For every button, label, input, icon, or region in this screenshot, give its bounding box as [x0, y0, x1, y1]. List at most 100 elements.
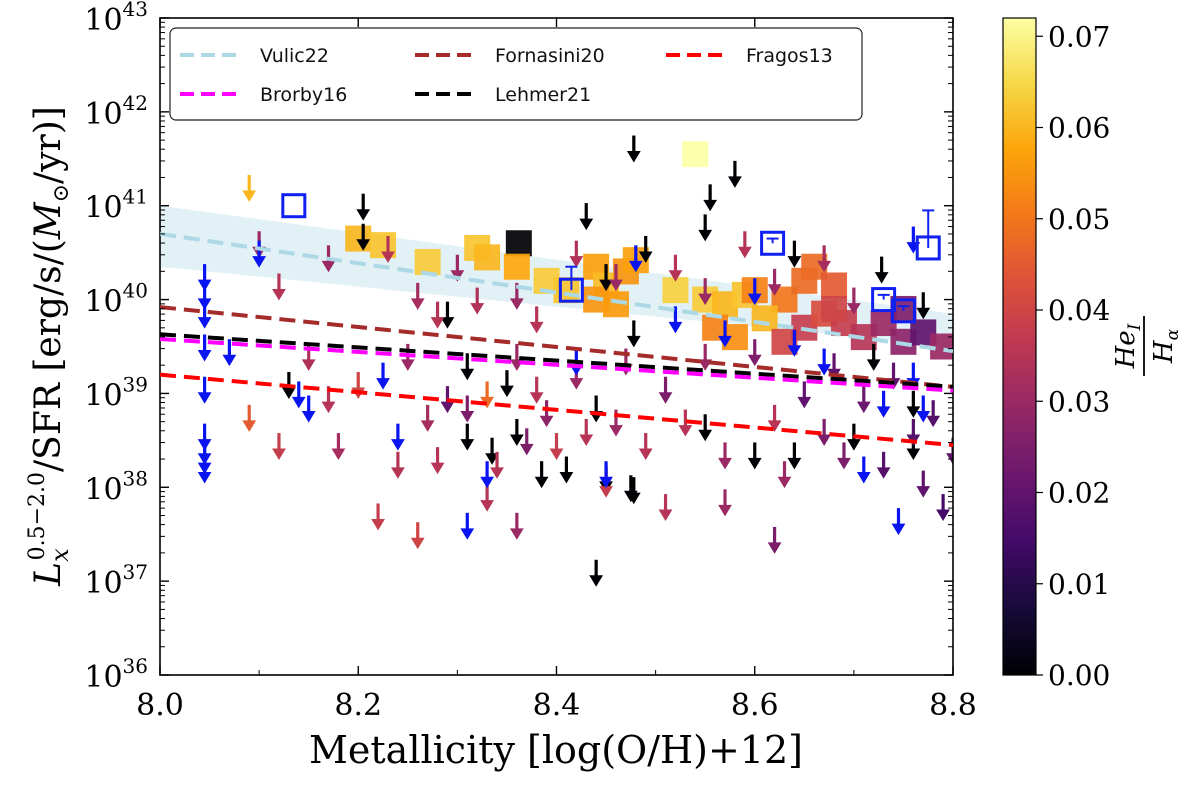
blue-square	[760, 230, 786, 256]
upper-limit-arrow	[737, 231, 752, 259]
arrow-head	[626, 151, 641, 163]
upper-limit-arrow	[718, 489, 732, 517]
blue-upper-limit-arrow	[628, 245, 643, 273]
arrow-head	[638, 251, 653, 263]
arrow-head	[529, 321, 544, 334]
arrow-head	[569, 256, 584, 268]
upper-limit-arrow	[777, 461, 792, 489]
upper-limit-arrow	[936, 494, 950, 522]
upper-limit-arrow	[371, 503, 385, 531]
upper-limit-arrow	[906, 390, 921, 418]
arrow-head	[519, 443, 534, 456]
blue-upper-limit-arrow	[197, 376, 212, 404]
arrow-head	[817, 260, 832, 273]
arrow-head	[728, 176, 742, 188]
arrow-head	[485, 453, 499, 465]
upper-limit-arrow	[589, 559, 604, 587]
blue-square-with-errorbar	[760, 230, 786, 256]
blue-square	[915, 235, 941, 261]
arrow-head	[470, 303, 485, 315]
arrow-head	[430, 317, 445, 329]
upper-limit-arrow	[589, 395, 604, 423]
upper-limit-arrow	[534, 461, 549, 489]
blue-upper-limit-arrow	[891, 508, 906, 536]
detection-square	[821, 295, 848, 322]
arrow-head	[549, 448, 564, 461]
upper-limit-arrow	[876, 451, 891, 479]
arrow-head	[977, 397, 989, 407]
blue-upper-limit-arrow	[376, 362, 390, 390]
colorbar-label: HeI Hα	[1111, 316, 1183, 376]
arrow-head	[242, 190, 257, 202]
arrow-head	[609, 279, 623, 292]
upper-limit-arrow	[638, 433, 653, 461]
arrow-head	[916, 307, 931, 320]
upper-limit-arrow	[787, 240, 802, 268]
arrow-head	[599, 476, 613, 489]
arrow-head	[529, 392, 544, 404]
arrow-head	[272, 288, 286, 301]
arrow-head	[787, 256, 802, 268]
upper-limit-arrow	[321, 245, 336, 273]
upper-limit-arrow	[430, 301, 445, 329]
arrow-head	[440, 401, 455, 414]
legend-label-fornasini20: Fornasini20	[495, 45, 605, 67]
upper-limit-arrow	[480, 484, 494, 512]
blue-upper-limit-arrow	[787, 329, 802, 357]
y-tick-label: 1036	[84, 654, 148, 695]
arrow-head	[767, 420, 782, 432]
arrow-head	[876, 467, 891, 479]
blue-upper-limit-arrow	[817, 348, 832, 376]
colorbar-tick-label: 0.06	[1048, 112, 1110, 145]
arrow-head	[410, 298, 425, 310]
y-axis-label: Lx0.5−2.0/SFR [erg/s/(M⊙/yr)]	[25, 106, 74, 587]
upper-limit-arrow	[460, 423, 475, 451]
upper-limit-arrow	[678, 409, 693, 437]
colorbar-tick-label: 0.01	[1048, 568, 1110, 601]
arrow-head	[391, 439, 405, 451]
blue-square	[558, 277, 584, 303]
relation-line-fragos13	[160, 372, 953, 448]
y-tick-label: 1040	[84, 279, 148, 320]
arrow-head	[197, 350, 212, 362]
upper-limit-arrow	[391, 451, 405, 479]
arrow-head	[197, 317, 212, 329]
blue-upper-limit-arrow	[197, 301, 212, 329]
upper-limit-arrow	[626, 135, 641, 163]
upper-limit-arrow	[866, 343, 881, 371]
colorbar-tick-label: 0.00	[1048, 659, 1110, 692]
arrow-head	[272, 448, 286, 461]
arrow-head	[926, 415, 941, 428]
arrow-head	[490, 467, 504, 479]
arrow-head	[846, 303, 861, 315]
upper-limit-arrow	[747, 339, 762, 367]
upper-limit-arrow	[460, 353, 475, 381]
arrow-head	[321, 401, 336, 414]
x-tick-label: 8.0	[136, 688, 184, 723]
upper-limit-arrow	[381, 235, 395, 263]
arrow-head	[301, 359, 316, 371]
arrow-head	[874, 272, 889, 284]
upper-limit-arrow	[698, 278, 713, 306]
upper-limit-arrow	[658, 376, 673, 404]
arrow-head	[698, 429, 713, 442]
arrow-head	[698, 359, 713, 371]
arrow-head	[430, 462, 445, 475]
blue-upper-limit-arrow	[197, 456, 212, 484]
upper-limit-arrow	[529, 376, 544, 404]
blue-upper-limit-arrow	[252, 240, 267, 268]
upper-limit-arrow	[817, 245, 832, 273]
arrow-head	[936, 509, 950, 522]
blue-upper-limit-arrow	[977, 381, 989, 407]
detection-square	[503, 253, 530, 280]
arrow-head	[906, 448, 921, 461]
arrow-head	[371, 518, 385, 531]
colorbar-label-numerator: HeI	[1111, 323, 1145, 369]
arrow-head	[767, 542, 782, 554]
arrow-head	[678, 425, 693, 437]
arrow-head	[400, 359, 415, 371]
upper-limit-arrow	[797, 381, 812, 409]
upper-limit-arrow	[579, 418, 594, 446]
upper-limit-arrow	[410, 282, 425, 310]
